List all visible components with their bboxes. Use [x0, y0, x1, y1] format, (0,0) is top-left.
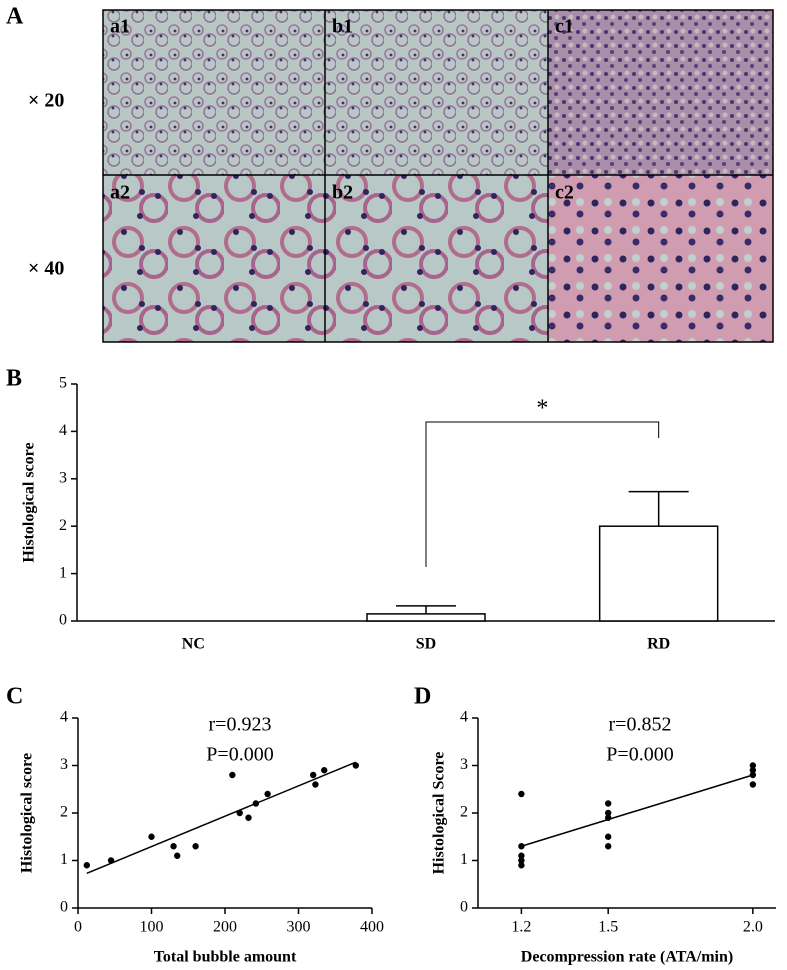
panel-label: B — [6, 366, 22, 392]
image-label: a2 — [110, 182, 130, 204]
y-axis-label: Histological score — [21, 442, 38, 562]
micrographs — [102, 9, 774, 343]
image-label: a1 — [110, 16, 130, 38]
y-axis-label: Histological score — [19, 753, 36, 873]
image-label: b1 — [332, 16, 353, 38]
point — [604, 833, 612, 840]
micrograph — [548, 10, 773, 175]
p-value: P=0.000 — [606, 744, 673, 766]
row-label: × 20 — [28, 90, 64, 112]
x-axis-label: Decompression rate (ATA/min) — [521, 949, 733, 966]
y-tick-label: 0 — [59, 612, 67, 629]
y-tick-label: 2 — [460, 804, 468, 821]
point — [264, 790, 271, 798]
x-tick-label: 100 — [140, 919, 164, 936]
trend-line — [521, 774, 754, 847]
image-label: c1 — [555, 16, 574, 38]
point — [518, 862, 525, 869]
bar — [598, 525, 719, 622]
point — [604, 800, 612, 807]
y-tick-label: 5 — [59, 375, 67, 392]
point — [245, 814, 252, 821]
point — [321, 767, 328, 774]
y-tick-label: 1 — [460, 851, 468, 868]
point — [518, 857, 525, 864]
image-label: c2 — [555, 182, 574, 204]
panel-label: D — [414, 684, 431, 710]
x-tick-label: 1.5 — [598, 919, 618, 936]
point — [518, 790, 525, 798]
x-tick-label: 1.2 — [511, 919, 531, 936]
y-tick-label: 0 — [460, 899, 468, 916]
micrograph — [103, 175, 325, 342]
y-tick-label: 1 — [60, 851, 68, 868]
x-tick-label: 400 — [360, 919, 384, 936]
point — [749, 781, 757, 788]
panel-label: C — [6, 684, 23, 710]
point — [192, 843, 199, 850]
significance-star: * — [536, 396, 548, 422]
correlation: r=0.923 — [209, 714, 272, 736]
x-tick-label: RD — [647, 636, 670, 653]
x-tick-label: NC — [182, 636, 205, 653]
point — [229, 771, 236, 779]
error-bar — [396, 605, 456, 614]
y-tick-label: 2 — [60, 804, 68, 821]
panel-label: A — [6, 4, 24, 30]
y-axis-label: Histological Score — [431, 752, 448, 875]
x-axis-label: Total bubble amount — [154, 949, 297, 966]
micrograph — [103, 10, 325, 175]
y-tick-label: 3 — [59, 469, 67, 486]
point — [749, 762, 757, 769]
error-bar — [628, 490, 689, 527]
significance-bracket — [425, 421, 660, 567]
image-label: b2 — [332, 182, 353, 204]
point — [604, 843, 612, 850]
y-tick-label: 4 — [460, 709, 468, 726]
x-tick-label: 200 — [213, 919, 237, 936]
y-tick-label: 4 — [60, 709, 68, 726]
bar — [366, 613, 486, 622]
correlation: r=0.852 — [609, 714, 672, 736]
y-tick-label: 3 — [460, 756, 468, 773]
p-value: P=0.000 — [206, 744, 273, 766]
x-tick-label: 0 — [74, 919, 82, 936]
y-tick-label: 4 — [59, 422, 67, 439]
micrograph — [548, 175, 773, 342]
point — [170, 843, 177, 850]
trend-line — [86, 761, 357, 875]
y-tick-label: 1 — [59, 564, 67, 581]
point — [518, 852, 525, 859]
grid-border — [102, 9, 774, 343]
point — [352, 762, 360, 769]
point — [749, 767, 757, 774]
point — [174, 852, 181, 859]
x-tick-label: 300 — [287, 919, 311, 936]
x-tick-label: 2.0 — [743, 919, 763, 936]
y-tick-label: 3 — [60, 756, 68, 773]
point — [312, 781, 319, 788]
y-tick-label: 2 — [59, 517, 67, 534]
row-label: × 40 — [28, 258, 64, 280]
point — [148, 833, 155, 840]
y-tick-label: 0 — [60, 899, 68, 916]
micrograph — [325, 10, 548, 175]
point — [310, 771, 317, 779]
micrograph — [325, 175, 548, 342]
point — [83, 862, 91, 869]
point — [604, 809, 612, 817]
x-tick-label: SD — [416, 636, 436, 653]
